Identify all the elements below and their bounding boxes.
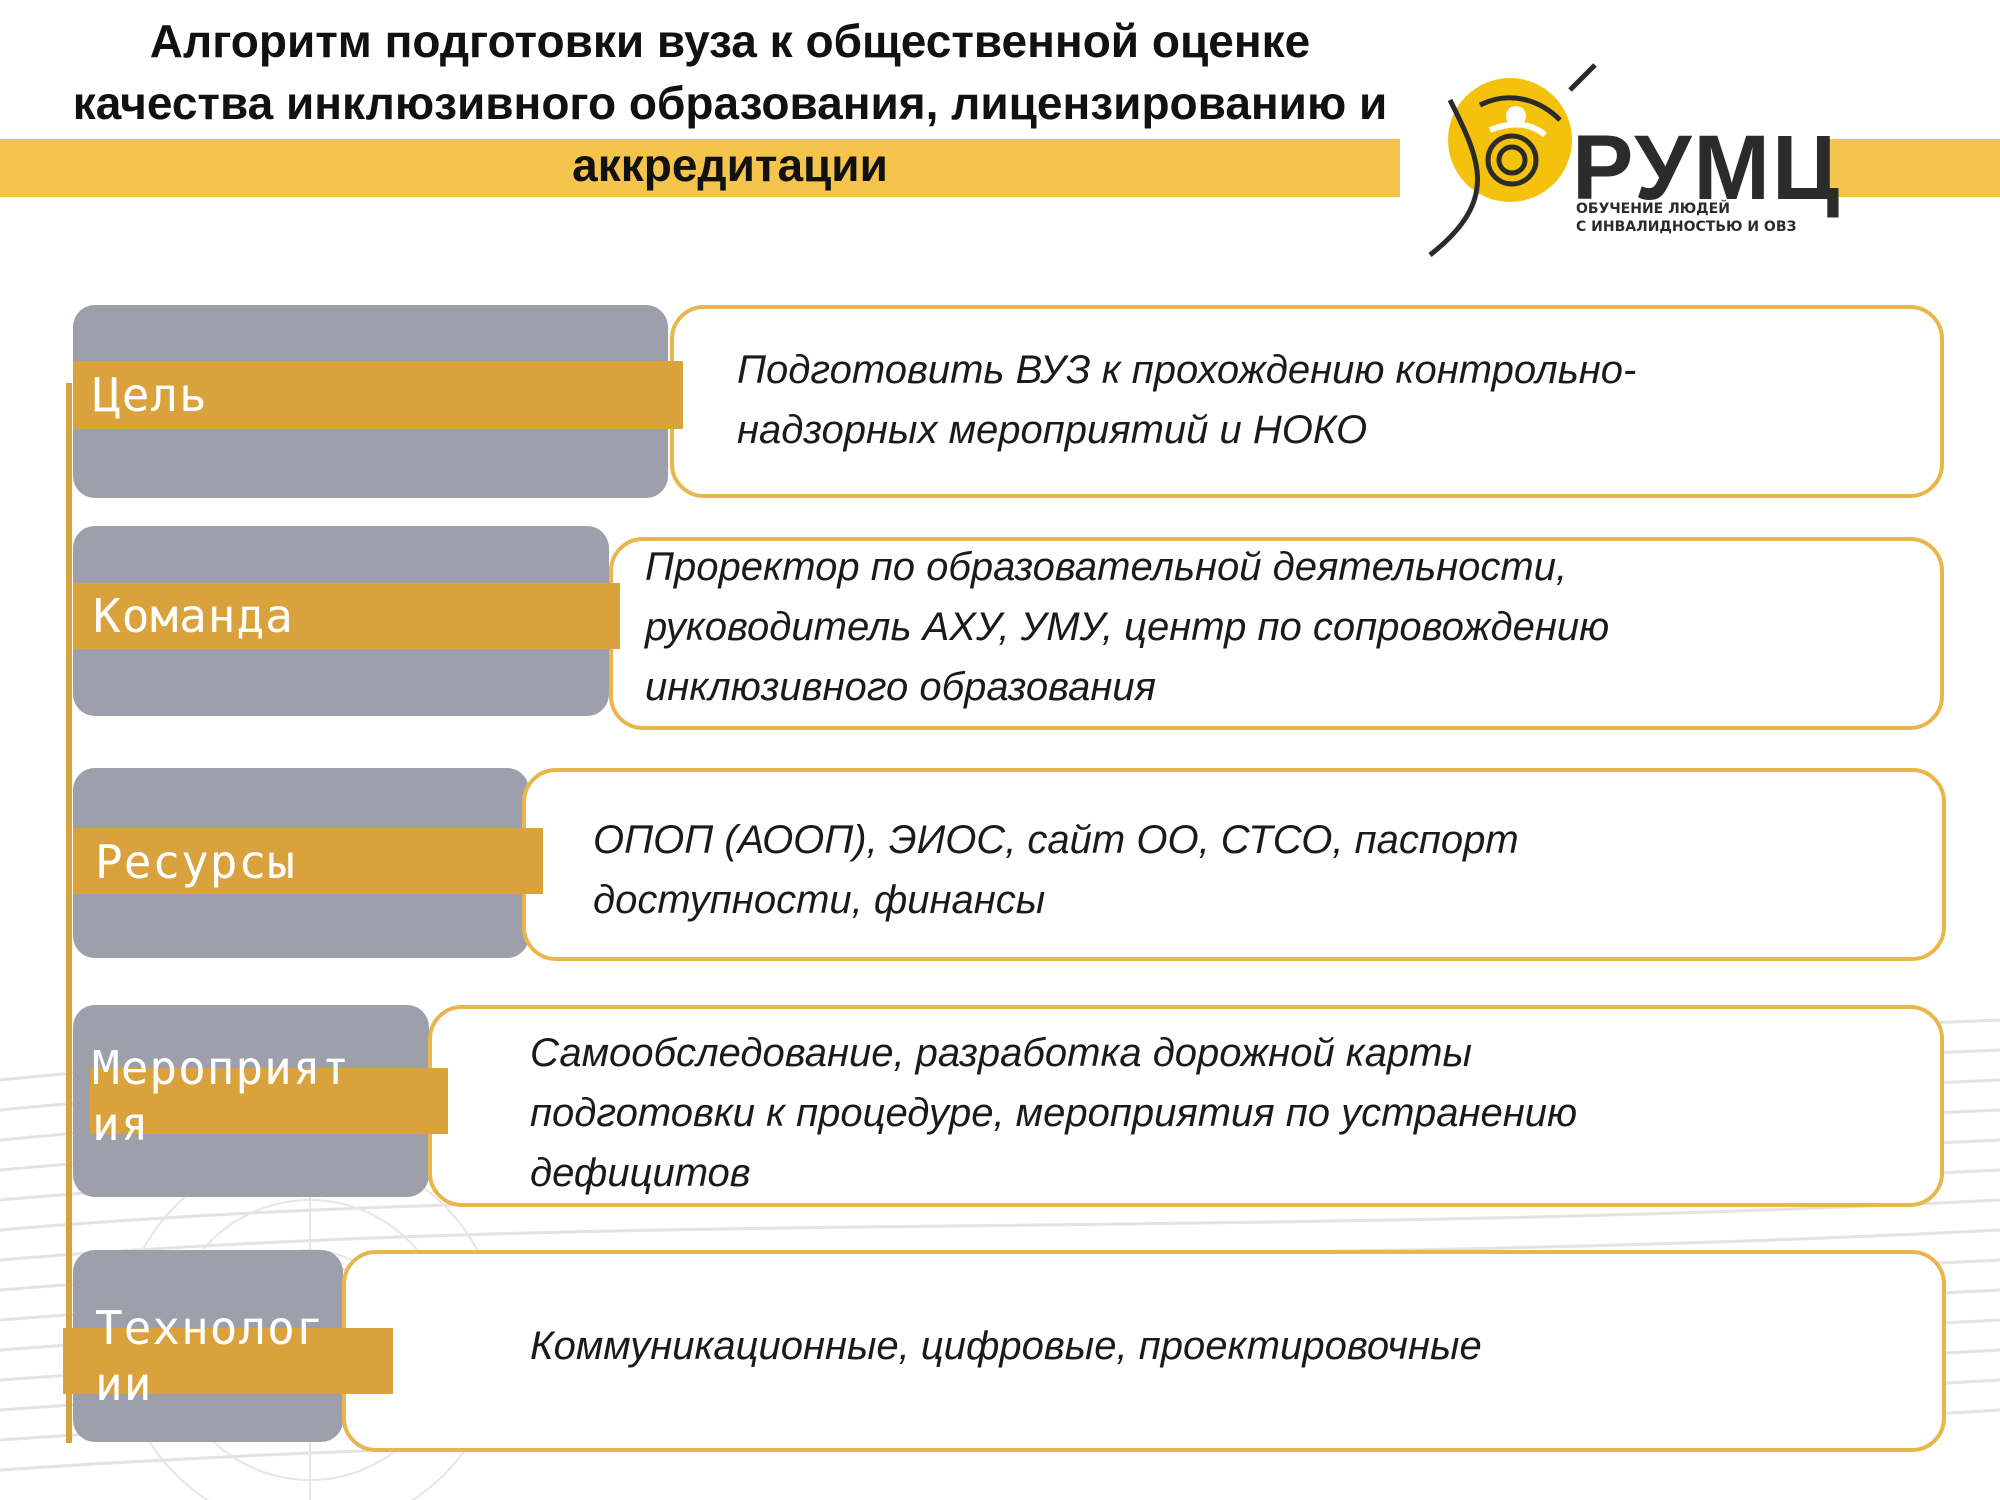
content-line: Самообследование, разработка дорожной ка… xyxy=(530,1031,1472,1075)
content-line: подготовки к процедуре, мероприятия по у… xyxy=(530,1091,1578,1135)
label-goal: Цель xyxy=(93,367,208,423)
label-band-activities xyxy=(90,1068,448,1134)
rumc-logo-icon xyxy=(1428,63,1597,257)
label-line: Команда xyxy=(93,589,294,643)
content-line: Коммуникационные, цифровые, проектировоч… xyxy=(530,1324,1482,1368)
content-team: Проректор по образовательной деятельност… xyxy=(645,537,1609,717)
label-line: ия xyxy=(92,1097,150,1151)
connector-spine xyxy=(66,383,72,1443)
label-band-goal xyxy=(73,361,683,429)
logo-subtitle: ОБУЧЕНИЕ ЛЮДЕЙ С ИНВАЛИДНОСТЬЮ И ОВЗ xyxy=(1576,200,1796,236)
label-line: Технолог xyxy=(95,1301,325,1355)
content-line: доступности, финансы xyxy=(593,878,1046,922)
logo-subtitle-line: С ИНВАЛИДНОСТЬЮ И ОВЗ xyxy=(1576,219,1797,235)
header-accent-bar-left xyxy=(0,139,1400,197)
content-box-goal xyxy=(670,305,1944,498)
label-line: Мероприят xyxy=(92,1041,351,1095)
label-line: Ресурсы xyxy=(95,835,296,889)
content-box-technologies xyxy=(342,1250,1946,1452)
content-line: надзорных мероприятий и НОКО xyxy=(737,408,1368,452)
content-box-team xyxy=(609,537,1944,730)
label-band-resources xyxy=(73,828,543,894)
content-line: дефицитов xyxy=(530,1151,751,1195)
page-title: Алгоритм подготовки вуза к общественной … xyxy=(20,10,1440,196)
content-activities: Самообследование, разработка дорожной ка… xyxy=(530,1023,1577,1203)
content-box-resources xyxy=(522,768,1946,961)
label-line: Цель xyxy=(93,368,208,422)
label-resources: Ресурсы xyxy=(95,834,296,890)
label-activities: Мероприят ия xyxy=(92,1040,350,1152)
content-line: Подготовить ВУЗ к прохождению контрольно… xyxy=(737,348,1637,392)
logo-subtitle-line: ОБУЧЕНИЕ ЛЮДЕЙ xyxy=(1576,201,1730,217)
content-resources: ОПОП (АООП), ЭИОС, сайт ОО, СТСО, паспор… xyxy=(593,810,1519,930)
label-line: ии xyxy=(95,1357,153,1411)
content-box-activities xyxy=(428,1005,1944,1207)
content-line: ОПОП (АООП), ЭИОС, сайт ОО, СТСО, паспор… xyxy=(593,818,1519,862)
label-band-technologies xyxy=(63,1328,393,1394)
content-line: руководитель АХУ, УМУ, центр по сопровож… xyxy=(645,605,1610,649)
label-team: Команда xyxy=(93,588,294,644)
content-goal: Подготовить ВУЗ к прохождению контрольно… xyxy=(737,340,1636,460)
logo-name: РУМЦ xyxy=(1572,117,1842,219)
label-technologies: Технолог ии xyxy=(95,1300,345,1412)
header-accent-bar-right xyxy=(1823,139,2000,197)
title-line: Алгоритм подготовки вуза к общественной … xyxy=(149,15,1311,67)
title-line: аккредитации xyxy=(572,139,888,191)
content-technologies: Коммуникационные, цифровые, проектировоч… xyxy=(530,1316,1482,1376)
content-line: Проректор по образовательной деятельност… xyxy=(645,545,1568,589)
content-line: инклюзивного образования xyxy=(645,665,1157,709)
label-band-team xyxy=(73,583,620,649)
title-line: качества инклюзивного образования, лицен… xyxy=(72,77,1388,129)
